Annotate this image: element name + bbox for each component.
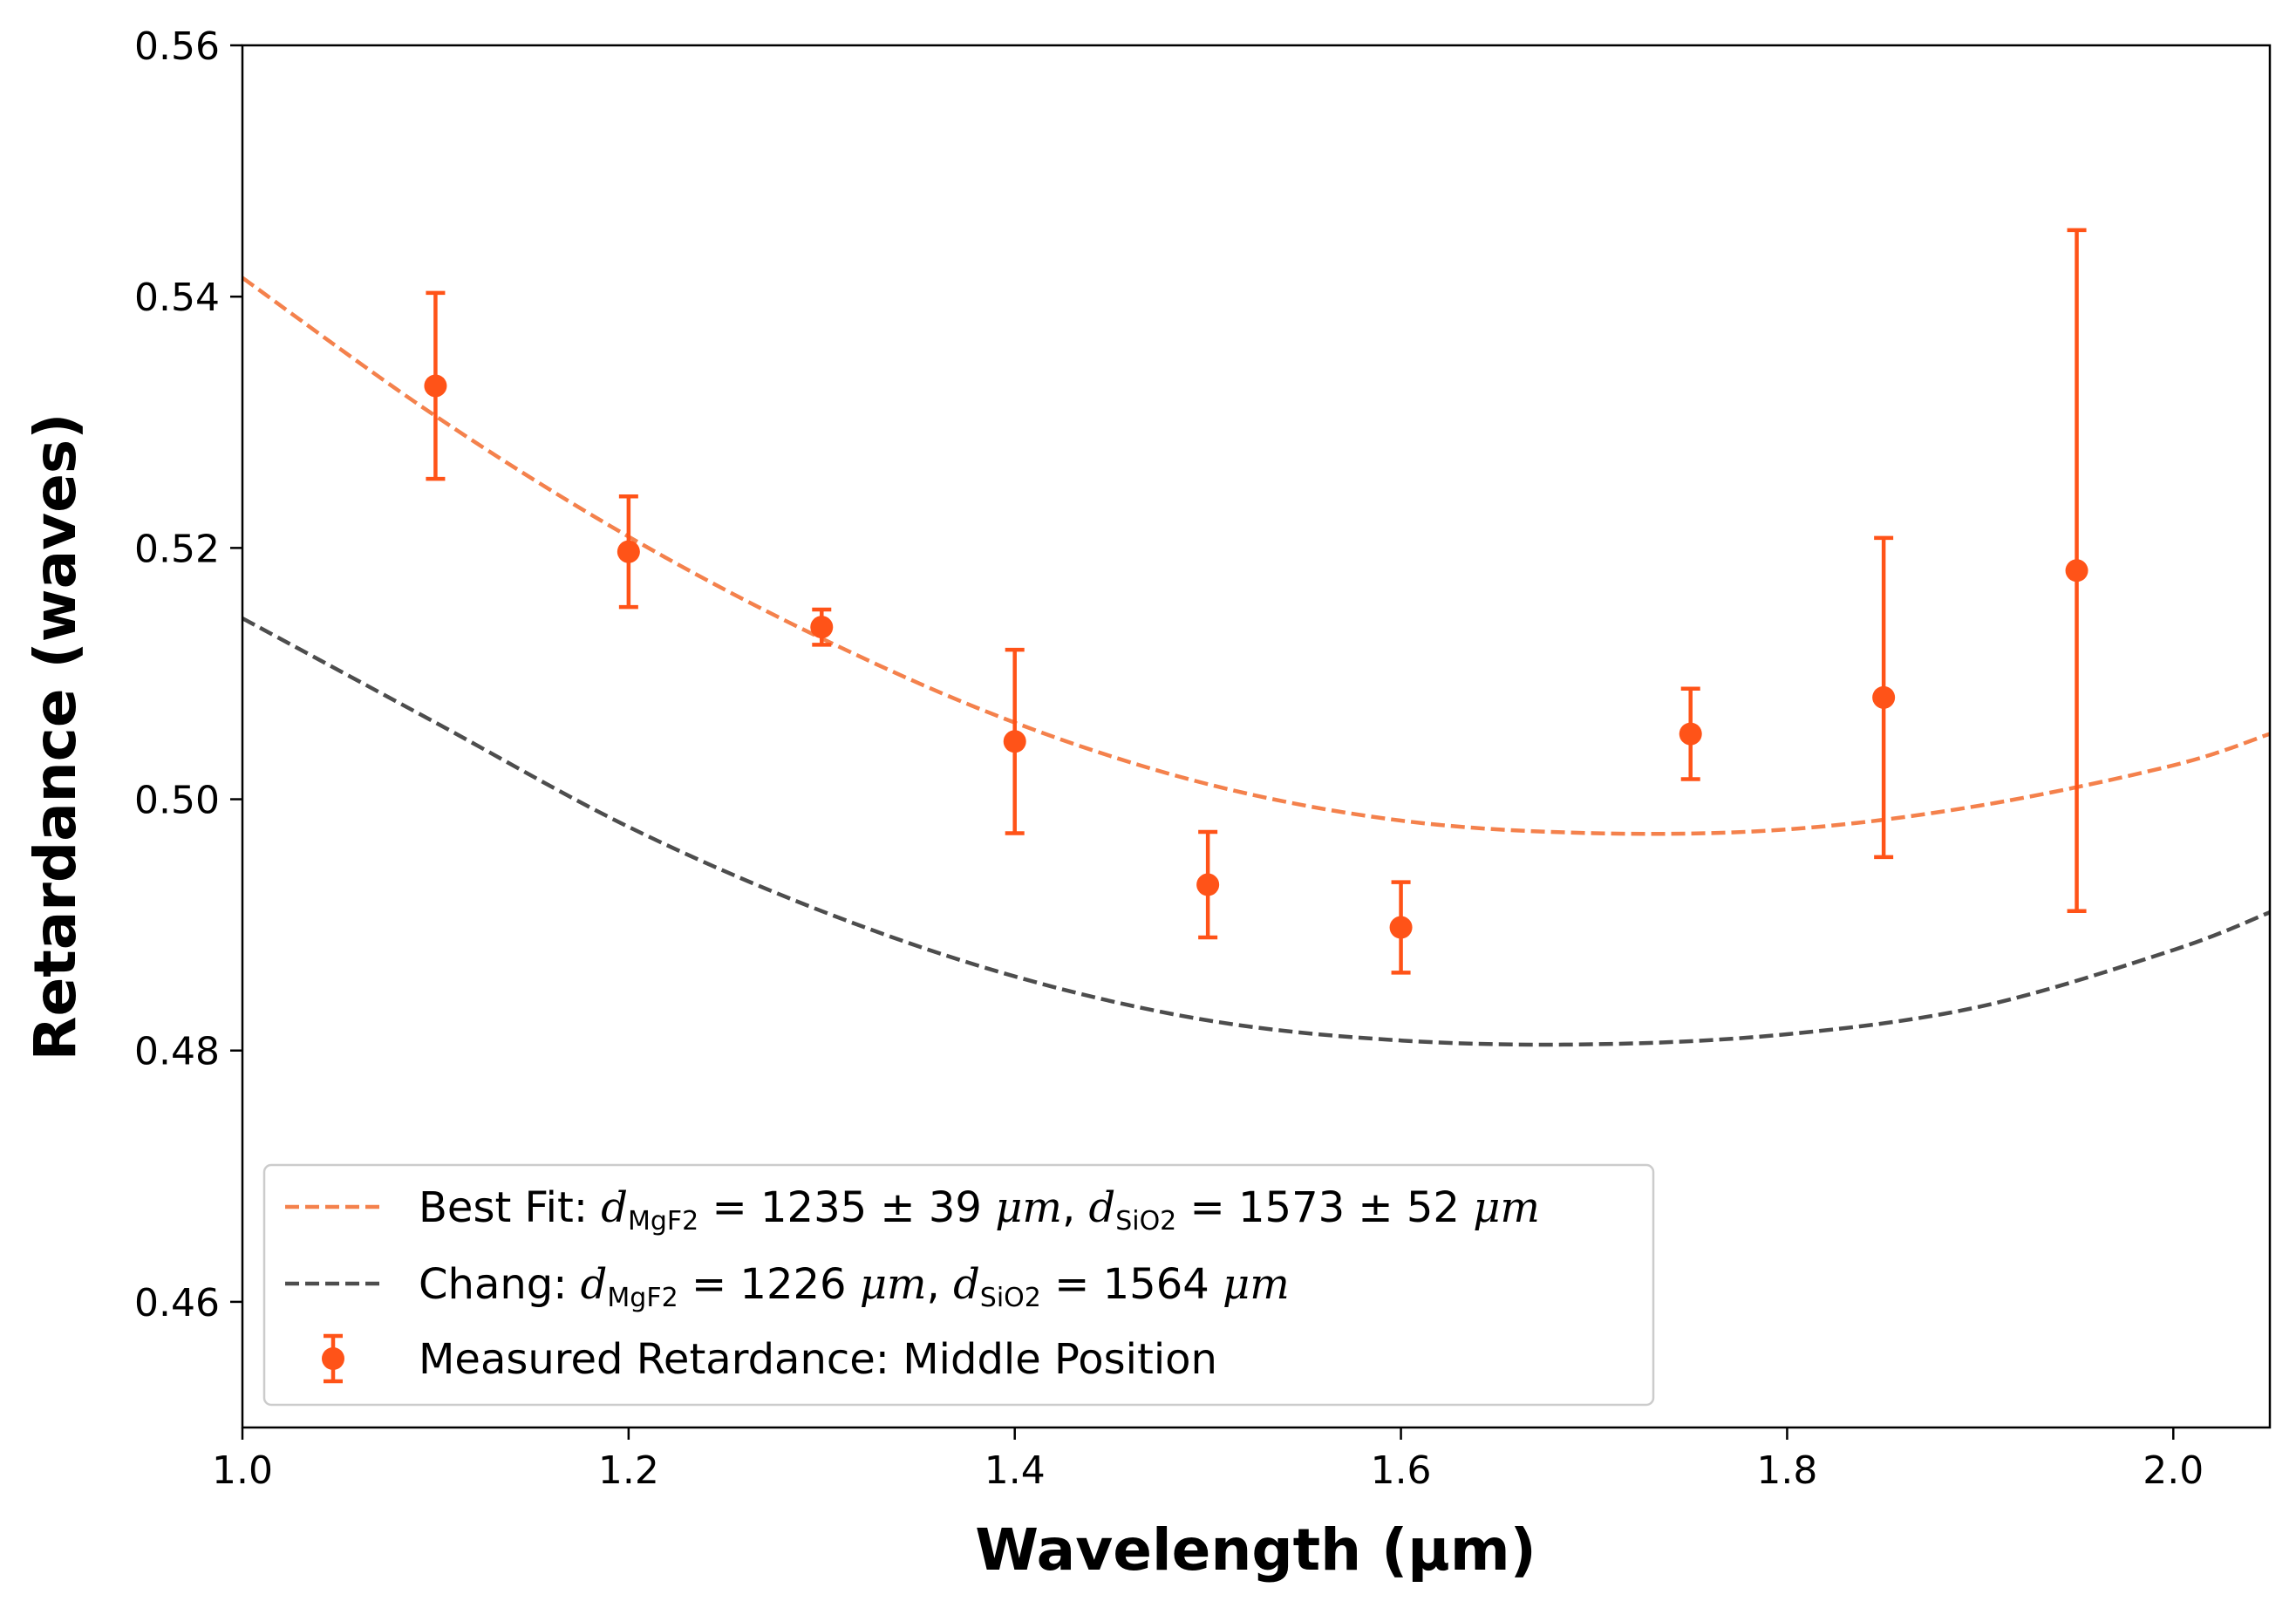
measured-point: [424, 290, 447, 481]
measured-point: [1196, 829, 1220, 940]
legend-best-fit-unit1: μm: [982, 1183, 1062, 1232]
legend-chang-d1: d: [581, 1260, 608, 1309]
legend-measured-label: Measured Retardance: Middle Position: [419, 1335, 1217, 1384]
measured-point: [1872, 535, 1896, 860]
data-point: [424, 374, 447, 398]
measured-point: [1003, 647, 1026, 835]
measured-point: [1679, 686, 1702, 781]
measured-point: [2065, 228, 2088, 914]
x-tick-label: 1.8: [1756, 1448, 1817, 1493]
legend-best-fit-comma: ,: [1062, 1183, 1089, 1232]
data-point: [2065, 559, 2088, 583]
legend: Best Fit: dMgF2 = 1235 ± 39 μm, dSiO2 = …: [262, 1163, 1655, 1407]
data-point: [1679, 722, 1702, 746]
plot-frame: [241, 44, 2272, 1429]
x-tick-label: 2.0: [2143, 1448, 2204, 1493]
data-point: [1196, 873, 1220, 896]
legend-chang-unit2: μm: [1209, 1260, 1290, 1309]
y-tick-label: 0.56: [134, 24, 220, 69]
y-axis-title: Retardance (waves): [22, 413, 89, 1061]
y-tick-label: 0.48: [134, 1030, 220, 1074]
y-tick-label: 0.54: [134, 276, 220, 320]
legend-chang-unit1: μm: [847, 1260, 927, 1309]
legend-chang-d2: d: [953, 1260, 980, 1309]
measured-point: [1389, 880, 1413, 975]
data-point: [1003, 730, 1026, 753]
legend-frame: [262, 1163, 1655, 1407]
legend-best-fit-prefix: Best Fit:: [419, 1183, 601, 1232]
legend-best-fit-eq1: = 1235 ± 39: [698, 1183, 982, 1232]
legend-chang-eq2: = 1564: [1041, 1260, 1209, 1309]
measured-point: [617, 494, 640, 610]
legend-chang-prefix: Chang:: [419, 1260, 581, 1309]
data-point: [1872, 685, 1896, 709]
x-tick-label: 1.2: [598, 1448, 659, 1493]
y-tick-label: 0.52: [134, 527, 220, 571]
data-point: [1389, 916, 1413, 939]
data-point: [617, 540, 640, 563]
legend-best-fit-eq2: = 1573 ± 52: [1176, 1183, 1460, 1232]
data-point: [810, 616, 834, 639]
legend-best-fit-label: Best Fit: dMgF2 = 1235 ± 39 μm, dSiO2 = …: [419, 1183, 1540, 1237]
legend-chang-eq1: = 1226: [678, 1260, 847, 1309]
legend-best-fit-d1: d: [601, 1183, 628, 1232]
measured-point: [810, 607, 834, 647]
legend-chang-label: Chang: dMgF2 = 1226 μm, dSiO2 = 1564 μm: [419, 1260, 1290, 1313]
legend-measured-marker: [322, 1347, 344, 1370]
x-axis-title: Wavelength (µm): [975, 1516, 1536, 1584]
legend-best-fit-sub2: SiO2: [1115, 1206, 1176, 1237]
x-tick-label: 1.4: [984, 1448, 1046, 1493]
legend-best-fit-unit2: μm: [1460, 1183, 1540, 1232]
legend-chang-sub1: MgF2: [607, 1283, 678, 1313]
legend-chang-comma: ,: [927, 1260, 954, 1309]
chang-curve: [241, 617, 2271, 1047]
y-tick-label: 0.46: [134, 1281, 220, 1325]
legend-best-fit-sub1: MgF2: [628, 1206, 698, 1237]
axis-ticks: 1.0 1.2 1.4 1.6 1.8 2.0 0.46 0.48 0.50 0.52 0.54 0.…: [134, 24, 2204, 1493]
legend-chang-sub2: SiO2: [980, 1283, 1041, 1313]
best-fit-curve: [241, 276, 2271, 836]
x-tick-label: 1.6: [1371, 1448, 1432, 1493]
plot-marks: [241, 228, 2271, 1047]
legend-measured-swatch: [322, 1333, 344, 1384]
y-tick-label: 0.50: [134, 779, 220, 823]
x-tick-label: 1.0: [212, 1448, 273, 1493]
legend-best-fit-d2: d: [1088, 1183, 1115, 1232]
